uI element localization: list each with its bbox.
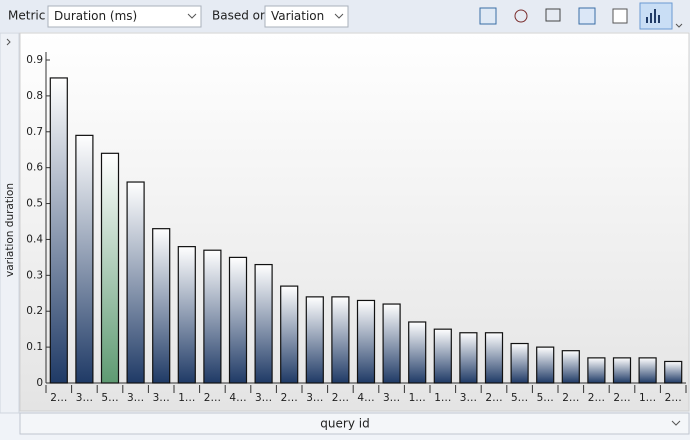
bar — [510, 342, 529, 384]
x-tick-label: 1… — [639, 392, 656, 404]
y-tick-label: 0.4 — [26, 233, 43, 245]
bar — [254, 263, 273, 384]
x-tick-label: 3… — [76, 392, 93, 404]
bar — [305, 296, 324, 384]
x-tick-label: 2… — [50, 392, 67, 404]
plot-area — [19, 32, 690, 412]
bar — [536, 346, 555, 384]
x-tick-label: 5… — [537, 392, 554, 404]
x-tick-label: 3… — [460, 392, 477, 404]
metric-dropdown[interactable] — [47, 5, 202, 28]
y-tick-label: 0.5 — [26, 198, 43, 210]
x-tick-label: 3… — [383, 392, 400, 404]
y-tick-label: 0.6 — [26, 162, 43, 174]
bar — [408, 321, 427, 384]
x-tick-label: 2… — [613, 392, 630, 404]
bar — [100, 152, 120, 384]
x-tick-label: 3… — [153, 392, 170, 404]
bar — [75, 134, 94, 384]
bar — [561, 350, 580, 384]
dropdown-arrow — [187, 13, 197, 19]
x-tick-label: 3… — [127, 392, 144, 404]
bar — [612, 357, 632, 384]
based-on-dropdown[interactable] — [264, 5, 349, 28]
dropdown-arrow — [334, 13, 344, 19]
x-tick-label: 1… — [409, 392, 426, 404]
dropdown-arrow — [671, 420, 681, 426]
config-button[interactable] — [578, 7, 596, 25]
based-on-value: Variation — [271, 9, 324, 23]
expand-arrow — [6, 38, 11, 46]
bar — [587, 357, 606, 384]
bar — [664, 360, 683, 384]
metric-value: Duration (ms) — [54, 9, 137, 23]
y-tick-label: 0.7 — [26, 126, 43, 138]
bar — [126, 181, 145, 384]
x-tick-label: 3… — [306, 392, 323, 404]
bar — [280, 285, 299, 384]
y-tick-label: 0.3 — [26, 269, 43, 281]
x-tick-label: 4… — [357, 392, 374, 404]
x-tick-label: 2… — [204, 392, 221, 404]
y-tick-label: 0.8 — [26, 90, 43, 102]
toolbar-more[interactable] — [675, 23, 683, 28]
x-tick-label: 4… — [229, 392, 246, 404]
bar — [638, 357, 657, 384]
x-tick-label: 2… — [665, 392, 682, 404]
x-tick-label: 2… — [588, 392, 605, 404]
track-button[interactable] — [514, 9, 528, 23]
x-tick-label: 5… — [101, 392, 118, 404]
view-plan-button[interactable] — [545, 8, 561, 22]
y-axis-label: variation duration — [4, 183, 16, 277]
x-tick-label: 2… — [562, 392, 579, 404]
bar — [331, 296, 350, 384]
bar — [49, 77, 68, 384]
grid-view-button[interactable] — [612, 8, 628, 24]
x-axis-dropdown[interactable] — [19, 412, 690, 435]
bar — [152, 228, 171, 384]
bar — [228, 256, 248, 384]
bar — [382, 303, 401, 384]
y-tick-label: 0 — [36, 377, 43, 389]
y-tick-label: 0.9 — [26, 54, 43, 66]
refresh-button[interactable] — [479, 7, 497, 25]
x-tick-label: 5… — [511, 392, 528, 404]
bar — [177, 246, 196, 384]
metric-label: Metric — [8, 9, 45, 23]
side-panel[interactable] — [0, 32, 20, 414]
y-tick-label: 0.2 — [26, 305, 43, 317]
bar — [203, 249, 222, 384]
x-tick-label: 2… — [281, 392, 298, 404]
chart-icon — [646, 9, 660, 23]
y-tick-label: 0.1 — [26, 341, 43, 353]
x-tick-label: 1… — [434, 392, 451, 404]
bar — [484, 332, 504, 384]
bar — [459, 332, 478, 384]
based-on-label: Based on — [212, 9, 268, 23]
x-tick-label: 2… — [485, 392, 502, 404]
x-tick-label: 3… — [255, 392, 272, 404]
bar — [433, 328, 452, 384]
bar — [356, 299, 376, 384]
x-axis-label: query id — [320, 417, 369, 431]
x-tick-label: 2… — [332, 392, 349, 404]
toolbar: Metric Duration (ms) Based on Variation — [0, 0, 690, 32]
x-tick-label: 1… — [178, 392, 195, 404]
